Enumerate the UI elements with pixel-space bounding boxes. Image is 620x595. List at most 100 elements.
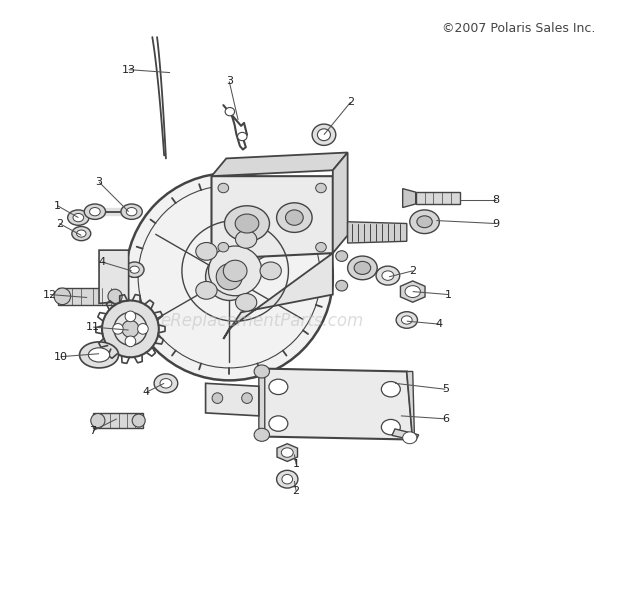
Text: 7: 7 xyxy=(89,425,97,436)
Ellipse shape xyxy=(224,206,270,242)
Ellipse shape xyxy=(223,260,247,281)
Ellipse shape xyxy=(402,316,412,324)
Ellipse shape xyxy=(54,288,71,305)
Text: 10: 10 xyxy=(53,352,68,362)
Ellipse shape xyxy=(125,311,136,322)
Ellipse shape xyxy=(376,266,400,285)
Ellipse shape xyxy=(381,419,401,435)
Ellipse shape xyxy=(114,312,147,345)
Text: 6: 6 xyxy=(442,414,449,424)
Bar xyxy=(58,288,120,305)
Ellipse shape xyxy=(102,300,159,357)
Ellipse shape xyxy=(216,264,242,290)
Ellipse shape xyxy=(122,320,139,337)
Ellipse shape xyxy=(218,242,229,252)
Text: 1: 1 xyxy=(293,459,299,469)
Ellipse shape xyxy=(354,261,371,274)
Ellipse shape xyxy=(126,208,137,216)
Ellipse shape xyxy=(254,365,270,378)
Ellipse shape xyxy=(126,173,333,380)
Text: 8: 8 xyxy=(492,195,499,205)
Ellipse shape xyxy=(218,183,229,193)
Polygon shape xyxy=(259,368,413,440)
Ellipse shape xyxy=(312,124,336,145)
Ellipse shape xyxy=(277,470,298,488)
Ellipse shape xyxy=(206,253,253,300)
Ellipse shape xyxy=(242,393,252,403)
Ellipse shape xyxy=(160,378,172,388)
Polygon shape xyxy=(402,189,415,208)
Polygon shape xyxy=(348,222,407,243)
Polygon shape xyxy=(392,429,419,441)
Ellipse shape xyxy=(317,129,330,140)
Ellipse shape xyxy=(396,312,417,328)
Ellipse shape xyxy=(132,414,145,427)
Ellipse shape xyxy=(285,210,303,226)
Ellipse shape xyxy=(212,393,223,403)
Text: 4: 4 xyxy=(436,319,443,329)
Polygon shape xyxy=(401,281,425,302)
Ellipse shape xyxy=(410,210,440,234)
Text: 4: 4 xyxy=(143,387,150,397)
Ellipse shape xyxy=(348,256,377,280)
Ellipse shape xyxy=(237,132,247,140)
Text: 11: 11 xyxy=(86,322,100,332)
Ellipse shape xyxy=(125,262,144,277)
Ellipse shape xyxy=(79,342,118,368)
Ellipse shape xyxy=(196,281,217,299)
Ellipse shape xyxy=(235,214,259,233)
Text: 1: 1 xyxy=(54,201,61,211)
Ellipse shape xyxy=(225,108,234,116)
Text: 2: 2 xyxy=(409,266,416,276)
Ellipse shape xyxy=(84,204,105,220)
Ellipse shape xyxy=(196,243,217,260)
Text: 2: 2 xyxy=(293,486,299,496)
Ellipse shape xyxy=(405,286,420,298)
Polygon shape xyxy=(333,152,348,253)
Text: 5: 5 xyxy=(442,384,449,394)
Ellipse shape xyxy=(316,183,326,193)
Ellipse shape xyxy=(277,203,312,233)
Ellipse shape xyxy=(269,416,288,431)
Ellipse shape xyxy=(236,230,257,248)
Text: 2: 2 xyxy=(347,97,354,107)
Ellipse shape xyxy=(236,293,257,311)
Ellipse shape xyxy=(89,348,110,362)
Ellipse shape xyxy=(336,250,348,261)
Polygon shape xyxy=(223,253,333,339)
Ellipse shape xyxy=(73,214,84,222)
Text: 4: 4 xyxy=(99,257,105,267)
Polygon shape xyxy=(259,368,265,440)
Text: 2: 2 xyxy=(56,218,63,228)
Ellipse shape xyxy=(138,324,148,334)
Ellipse shape xyxy=(91,414,105,428)
Ellipse shape xyxy=(269,379,288,394)
Text: 3: 3 xyxy=(226,77,232,86)
Ellipse shape xyxy=(108,289,122,303)
Ellipse shape xyxy=(402,432,417,444)
Ellipse shape xyxy=(89,208,100,216)
Ellipse shape xyxy=(417,216,432,228)
Ellipse shape xyxy=(208,246,262,296)
Ellipse shape xyxy=(282,474,293,484)
Text: eReplacementParts.com: eReplacementParts.com xyxy=(160,312,363,330)
Ellipse shape xyxy=(281,448,293,458)
Ellipse shape xyxy=(154,374,178,393)
Ellipse shape xyxy=(336,280,348,291)
Bar xyxy=(93,413,143,428)
Ellipse shape xyxy=(254,428,270,441)
Polygon shape xyxy=(211,152,348,176)
Polygon shape xyxy=(277,444,298,462)
Text: 13: 13 xyxy=(122,65,136,74)
Text: 1: 1 xyxy=(445,290,452,299)
Bar xyxy=(415,192,460,204)
Ellipse shape xyxy=(68,210,89,226)
Text: 3: 3 xyxy=(95,177,102,187)
Ellipse shape xyxy=(316,242,326,252)
Ellipse shape xyxy=(72,227,91,241)
Ellipse shape xyxy=(121,204,142,220)
Ellipse shape xyxy=(381,381,401,397)
Ellipse shape xyxy=(125,336,136,347)
Ellipse shape xyxy=(130,266,140,273)
Polygon shape xyxy=(206,383,259,416)
